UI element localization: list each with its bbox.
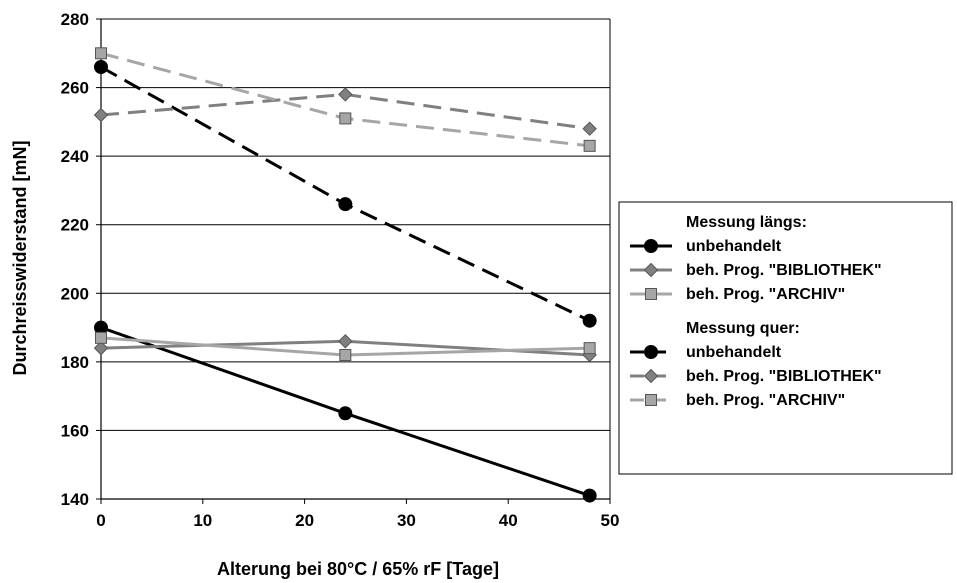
legend-entry-label: beh. Prog. "BIBLIOTHEK" [686, 368, 882, 385]
legend-box [618, 201, 953, 475]
legend-entry-label: beh. Prog. "ARCHIV" [686, 392, 845, 409]
data-point [339, 112, 352, 125]
legend-entry-label: beh. Prog. "ARCHIV" [686, 286, 845, 303]
data-point [339, 349, 352, 361]
series-5 [93, 87, 597, 136]
legend-marker [643, 262, 659, 278]
legend-marker [643, 368, 659, 384]
y-tick-label: 240 [61, 147, 89, 166]
x-tick-label: 20 [295, 511, 314, 530]
axes [96, 18, 611, 504]
x-tick-label: 30 [397, 511, 416, 530]
data-point [583, 139, 596, 152]
legend-group-heading: Messung längs: [686, 214, 807, 231]
y-tick-label: 220 [61, 216, 89, 235]
data-point [582, 488, 597, 503]
data-point [95, 47, 107, 60]
legend: Messung längs: unbehandelt beh. Prog. "BIB… [618, 201, 953, 475]
data-point [95, 331, 107, 344]
legend-entry-label: beh. Prog. "BIBLIOTHEK" [686, 262, 882, 279]
data-point [94, 60, 108, 74]
legend-marker [645, 288, 657, 300]
x-tick-label: 10 [193, 511, 212, 530]
legend-marker [644, 345, 658, 359]
y-tick-label: 160 [61, 421, 89, 440]
data-point [338, 197, 353, 212]
x-tick-label: 0 [96, 511, 105, 530]
y-tick-label: 180 [61, 353, 89, 372]
legend-entry-label: unbehandelt [686, 238, 782, 255]
legend-group-heading: Messung quer: [686, 320, 800, 337]
x-axis-label: Alterung bei 80°C / 65% rF [Tage] [217, 559, 499, 579]
tick-labels: 140 160 180 200 220 240 260 280 0 10 20 30 40 50 [61, 10, 620, 530]
data-point [338, 87, 353, 102]
legend-marker [644, 239, 658, 253]
series-line [100, 65, 591, 323]
y-axis-label: Durchreisswiderstand [mN] [10, 140, 30, 375]
series-plot-area [93, 47, 597, 503]
data-point [583, 342, 596, 355]
data-point [93, 340, 109, 356]
data-point [582, 313, 597, 328]
series-4 [94, 60, 597, 328]
y-tick-label: 260 [61, 79, 89, 98]
legend-entry-label: unbehandelt [686, 344, 782, 361]
x-tick-label: 40 [499, 511, 518, 530]
series-1 [94, 320, 597, 503]
y-tick-label: 200 [61, 284, 89, 303]
data-point [338, 406, 353, 421]
y-tick-label: 280 [61, 10, 89, 29]
series-3 [95, 331, 596, 361]
x-tick-label: 50 [601, 511, 620, 530]
data-point [582, 121, 597, 136]
data-point [93, 107, 109, 123]
series-6 [95, 47, 596, 152]
grid-lines [101, 18, 610, 431]
legend-marker [645, 394, 657, 406]
y-tick-label: 140 [61, 490, 89, 509]
data-point [338, 334, 353, 349]
